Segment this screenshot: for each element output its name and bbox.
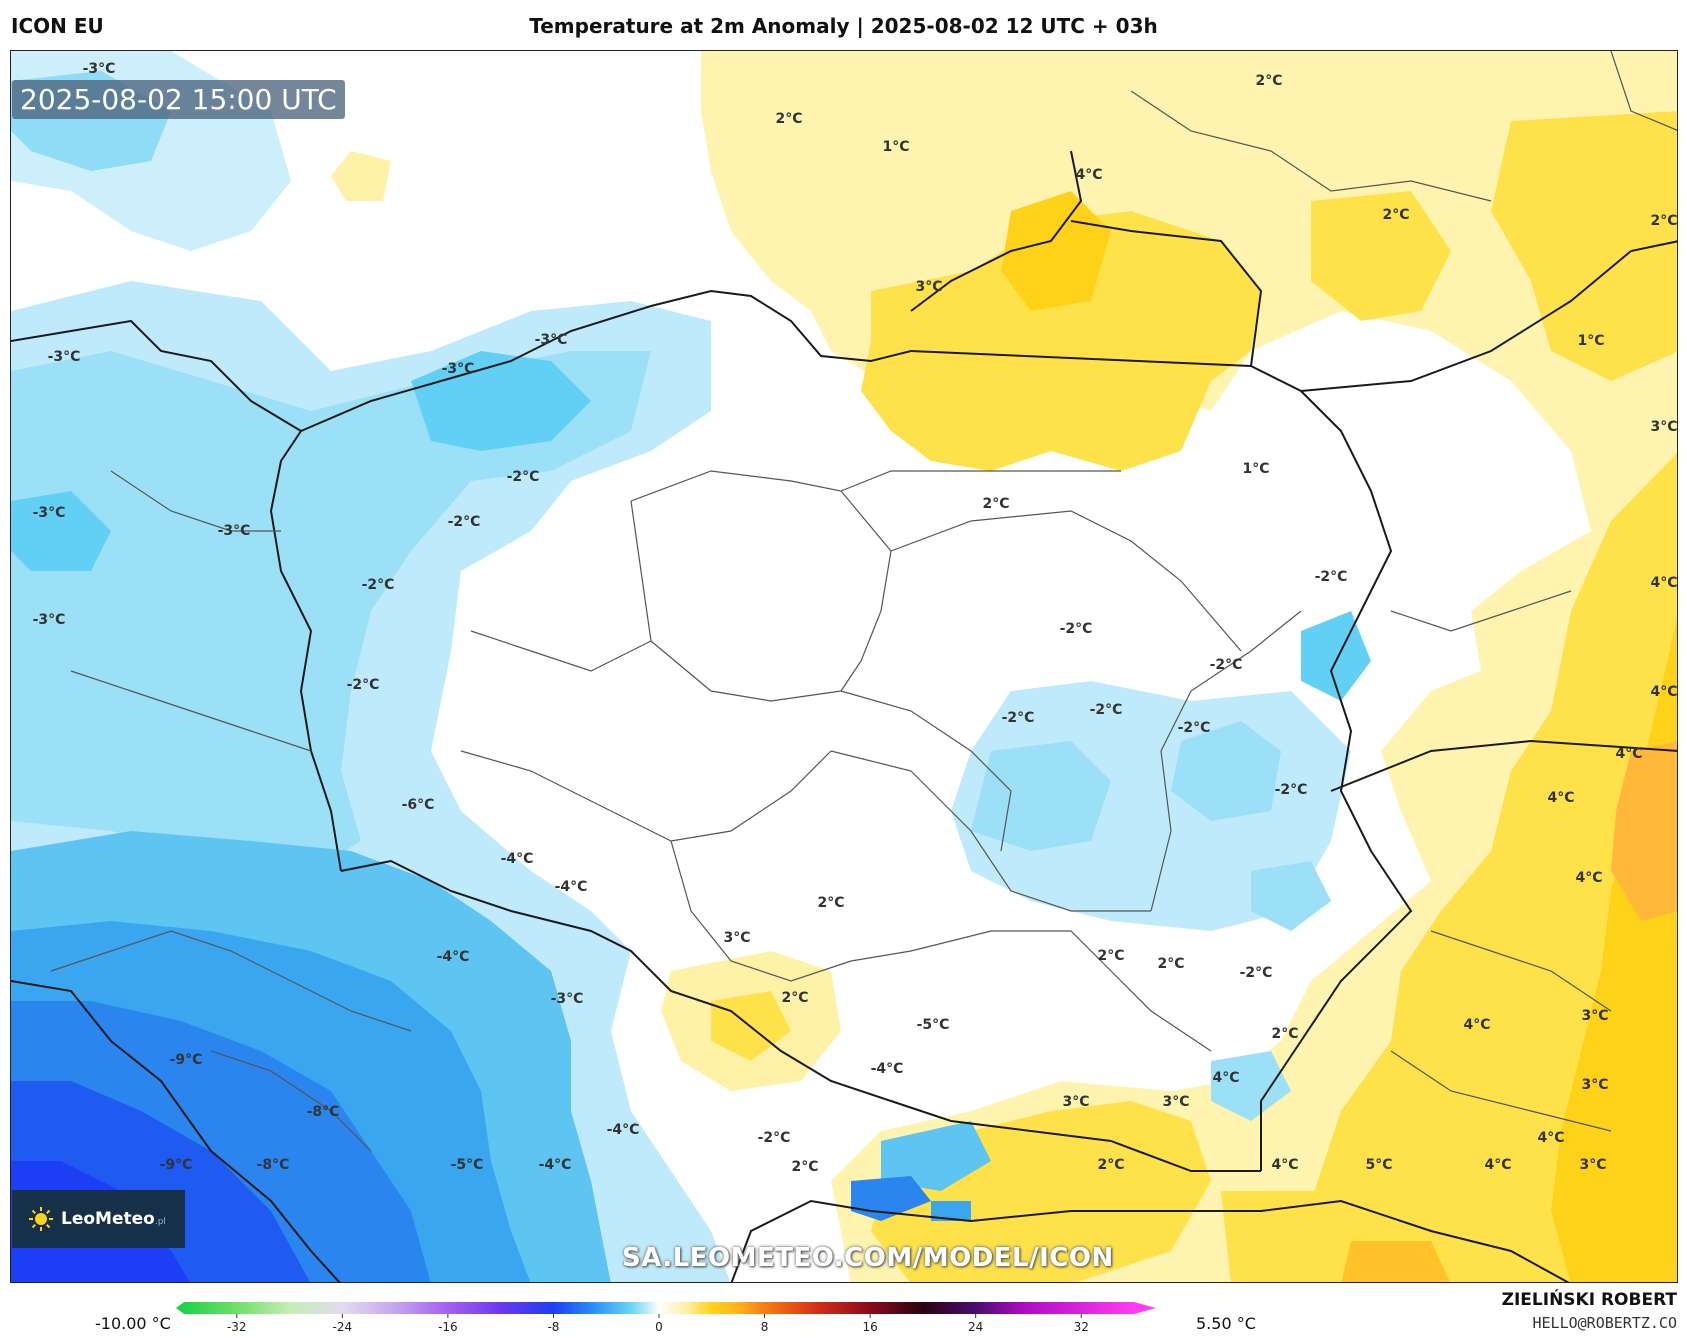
- isotherm-label: -2°C: [1210, 657, 1243, 673]
- isotherm-label: -3°C: [83, 61, 116, 77]
- isotherm-label: -9°C: [170, 1052, 203, 1068]
- admin-boundaries: [50, 51, 1677, 1152]
- warm-anomaly-fields: [331, 51, 1677, 1282]
- isotherm-label: -2°C: [1315, 569, 1348, 585]
- isotherm-label: 4°C: [1650, 684, 1677, 700]
- isotherm-label: -4°C: [501, 851, 534, 867]
- isotherm-label: 1°C: [1577, 333, 1604, 349]
- isotherm-label: 3°C: [1579, 1157, 1606, 1173]
- colorbar-max-label: 5.50 °C: [1196, 1314, 1256, 1333]
- isotherm-label: 3°C: [1162, 1094, 1189, 1110]
- isotherm-label: 2°C: [775, 111, 802, 127]
- isotherm-label: -3°C: [48, 349, 81, 365]
- isotherm-label: -5°C: [917, 1017, 950, 1033]
- isotherm-label: -2°C: [1275, 782, 1308, 798]
- isotherm-label: 1°C: [882, 139, 909, 155]
- isotherm-label: -4°C: [539, 1157, 572, 1173]
- isotherm-label: 2°C: [1650, 213, 1677, 229]
- isotherm-label: 2°C: [791, 1159, 818, 1175]
- colorbar-high-arrow: [1134, 1302, 1156, 1314]
- isotherm-label: 2°C: [1097, 948, 1124, 964]
- isotherm-label: 4°C: [1075, 167, 1102, 183]
- isotherm-label: -2°C: [1240, 965, 1273, 981]
- isotherm-label: -2°C: [1178, 720, 1211, 736]
- isotherm-label: -2°C: [347, 677, 380, 693]
- isotherm-label: 2°C: [781, 990, 808, 1006]
- isotherm-label: 2°C: [1097, 1157, 1124, 1173]
- isotherm-label: -3°C: [33, 505, 66, 521]
- isotherm-labels: -3°C 2°C 1°C 4°C 2°C 2°C 2°C 3°C -3°C -3°C -3°C 1°C…: [33, 61, 1677, 1175]
- brand-logo: LeoMeteo.pl: [12, 1190, 185, 1248]
- isotherm-label: -2°C: [1090, 702, 1123, 718]
- colorbar-gradient: [184, 1302, 1134, 1314]
- isotherm-label: 4°C: [1650, 575, 1677, 591]
- isotherm-label: -9°C: [160, 1157, 193, 1173]
- isotherm-label: -3°C: [551, 991, 584, 1007]
- author-email[interactable]: HELLO@ROBERTZ.CO: [1532, 1314, 1678, 1332]
- isotherm-label: 3°C: [1581, 1077, 1608, 1093]
- isotherm-label: -4°C: [607, 1122, 640, 1138]
- isotherm-label: 2°C: [1271, 1026, 1298, 1042]
- isotherm-label: 4°C: [1537, 1130, 1564, 1146]
- isotherm-label: 4°C: [1547, 790, 1574, 806]
- isotherm-label: 4°C: [1575, 870, 1602, 886]
- anomaly-map: -3°C 2°C 1°C 4°C 2°C 2°C 2°C 3°C -3°C -3°C -3°C 1°C…: [11, 51, 1677, 1282]
- colorbar-low-arrow: [176, 1302, 184, 1314]
- isotherm-label: -5°C: [451, 1157, 484, 1173]
- isotherm-label: -6°C: [402, 797, 435, 813]
- colorbar-tick-label: 16: [862, 1320, 877, 1334]
- isotherm-label: 3°C: [1062, 1094, 1089, 1110]
- isotherm-label: -4°C: [555, 879, 588, 895]
- isotherm-label: -3°C: [218, 523, 251, 539]
- colorbar-tick-label: 32: [1074, 1320, 1089, 1334]
- valid-time-badge: 2025-08-02 15:00 UTC: [12, 80, 345, 119]
- isotherm-label: 5°C: [1365, 1157, 1392, 1173]
- isotherm-label: 4°C: [1484, 1157, 1511, 1173]
- colorbar-tick-label: -16: [438, 1320, 458, 1334]
- isotherm-label: -2°C: [758, 1130, 791, 1146]
- isotherm-label: 4°C: [1463, 1017, 1490, 1033]
- isotherm-label: -2°C: [448, 514, 481, 530]
- isotherm-label: -2°C: [507, 469, 540, 485]
- isotherm-label: 3°C: [1650, 419, 1677, 435]
- isotherm-label: 4°C: [1615, 746, 1642, 762]
- isotherm-label: -3°C: [33, 612, 66, 628]
- isotherm-label: -8°C: [257, 1157, 290, 1173]
- isotherm-label: 3°C: [723, 930, 750, 946]
- isotherm-label: 2°C: [1157, 956, 1184, 972]
- isotherm-label: -3°C: [535, 332, 568, 348]
- colorbar-tick-label: 24: [968, 1320, 983, 1334]
- colorbar-tick-label: -24: [333, 1320, 353, 1334]
- isotherm-label: -2°C: [1060, 621, 1093, 637]
- isotherm-label: 4°C: [1271, 1157, 1298, 1173]
- map-panel: -3°C 2°C 1°C 4°C 2°C 2°C 2°C 3°C -3°C -3°C -3°C 1°C…: [10, 50, 1678, 1283]
- colorbar-min-label: -10.00 °C: [95, 1314, 171, 1333]
- isotherm-label: -4°C: [871, 1061, 904, 1077]
- isotherm-label: -2°C: [362, 577, 395, 593]
- map-title: Temperature at 2m Anomaly | 2025-08-02 1…: [529, 14, 1158, 38]
- isotherm-label: 2°C: [982, 496, 1009, 512]
- colorbar: -32 -24 -16 -8 0 8 16 24 32: [176, 1302, 1156, 1334]
- isotherm-label: 1°C: [1242, 461, 1269, 477]
- isotherm-label: -3°C: [442, 361, 475, 377]
- colorbar-tick-label: 8: [761, 1320, 769, 1334]
- colorbar-tick-label: -8: [547, 1320, 559, 1334]
- author-name: ZIELIŃSKI ROBERT: [1501, 1290, 1677, 1310]
- colorbar-tick-label: -32: [227, 1320, 247, 1334]
- isotherm-label: -4°C: [437, 949, 470, 965]
- logo-text: LeoMeteo.pl: [61, 1209, 166, 1229]
- isotherm-label: 2°C: [1255, 73, 1282, 89]
- isotherm-label: 2°C: [817, 895, 844, 911]
- isotherm-label: 3°C: [915, 279, 942, 295]
- isotherm-label: -2°C: [1002, 710, 1035, 726]
- colorbar-tick-label: 0: [655, 1320, 663, 1334]
- isotherm-label: 3°C: [1581, 1008, 1608, 1024]
- site-watermark[interactable]: SA.LEOMETEO.COM/MODEL/ICON: [622, 1243, 1114, 1273]
- isotherm-label: 2°C: [1382, 207, 1409, 223]
- model-name: ICON EU: [11, 14, 104, 38]
- sun-icon: [29, 1207, 53, 1231]
- isotherm-label: 4°C: [1212, 1070, 1239, 1086]
- isotherm-label: -8°C: [307, 1104, 340, 1120]
- coastlines-borders: [11, 150, 1677, 1282]
